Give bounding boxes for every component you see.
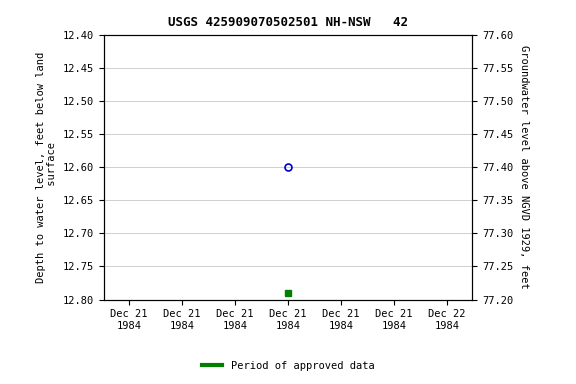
- Y-axis label: Groundwater level above NGVD 1929, feet: Groundwater level above NGVD 1929, feet: [519, 45, 529, 289]
- Title: USGS 425909070502501 NH-NSW   42: USGS 425909070502501 NH-NSW 42: [168, 16, 408, 29]
- Y-axis label: Depth to water level, feet below land
 surface: Depth to water level, feet below land su…: [36, 51, 57, 283]
- Legend: Period of approved data: Period of approved data: [198, 357, 378, 375]
